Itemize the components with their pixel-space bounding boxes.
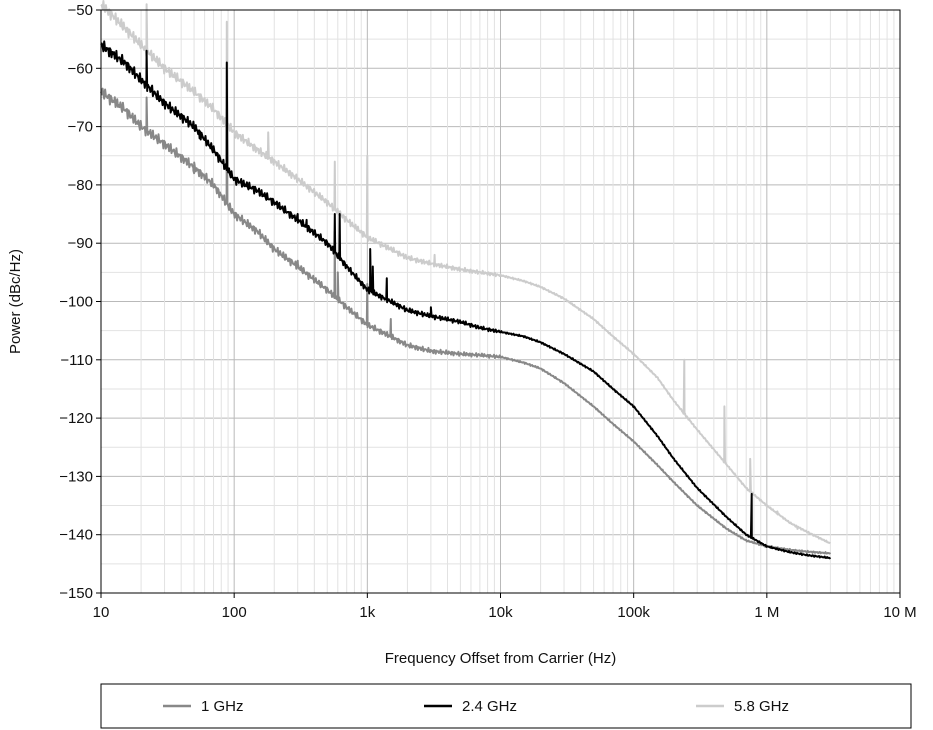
y-tick-label: −50 xyxy=(68,2,93,19)
series-line-5-8-ghz xyxy=(100,0,831,545)
y-tick-label: −140 xyxy=(59,527,93,544)
x-tick-label: 10 xyxy=(93,604,110,621)
legend: 1 GHz 2.4 GHz 5.8 GHz xyxy=(100,683,912,729)
x-axis: 10 100 1k 10k 100k 1 M 10 M xyxy=(93,593,917,621)
y-tick-label: −120 xyxy=(59,410,93,427)
y-axis-title: Power (dBc/Hz) xyxy=(7,249,24,354)
y-tick-label: −70 xyxy=(68,119,93,136)
series-layer xyxy=(100,0,832,560)
legend-label: 5.8 GHz xyxy=(734,698,789,715)
x-tick-label: 1 M xyxy=(754,604,779,621)
legend-label: 1 GHz xyxy=(201,698,244,715)
y-tick-label: −110 xyxy=(60,352,93,369)
series-line-1-ghz xyxy=(100,87,832,555)
y-tick-label: −150 xyxy=(59,585,93,602)
y-tick-label: −80 xyxy=(68,177,93,194)
x-tick-label: 100k xyxy=(617,604,650,621)
x-tick-label: 10k xyxy=(488,604,513,621)
legend-label: 2.4 GHz xyxy=(462,698,517,715)
x-axis-title: Frequency Offset from Carrier (Hz) xyxy=(385,650,616,667)
grid xyxy=(100,9,900,594)
y-axis: −50 −60 −70 −80 −90 −100 −110 −120 −130 −140 −150 xyxy=(59,2,101,602)
y-tick-label: −60 xyxy=(68,60,93,77)
y-tick-label: −130 xyxy=(59,468,93,485)
series-line-2-4-ghz xyxy=(100,40,832,560)
x-tick-label: 1k xyxy=(359,604,375,621)
legend-box xyxy=(100,683,912,729)
y-tick-label: −90 xyxy=(68,235,93,252)
y-tick-label: −100 xyxy=(59,294,93,311)
x-tick-label: 10 M xyxy=(883,604,916,621)
x-tick-label: 100 xyxy=(222,604,247,621)
